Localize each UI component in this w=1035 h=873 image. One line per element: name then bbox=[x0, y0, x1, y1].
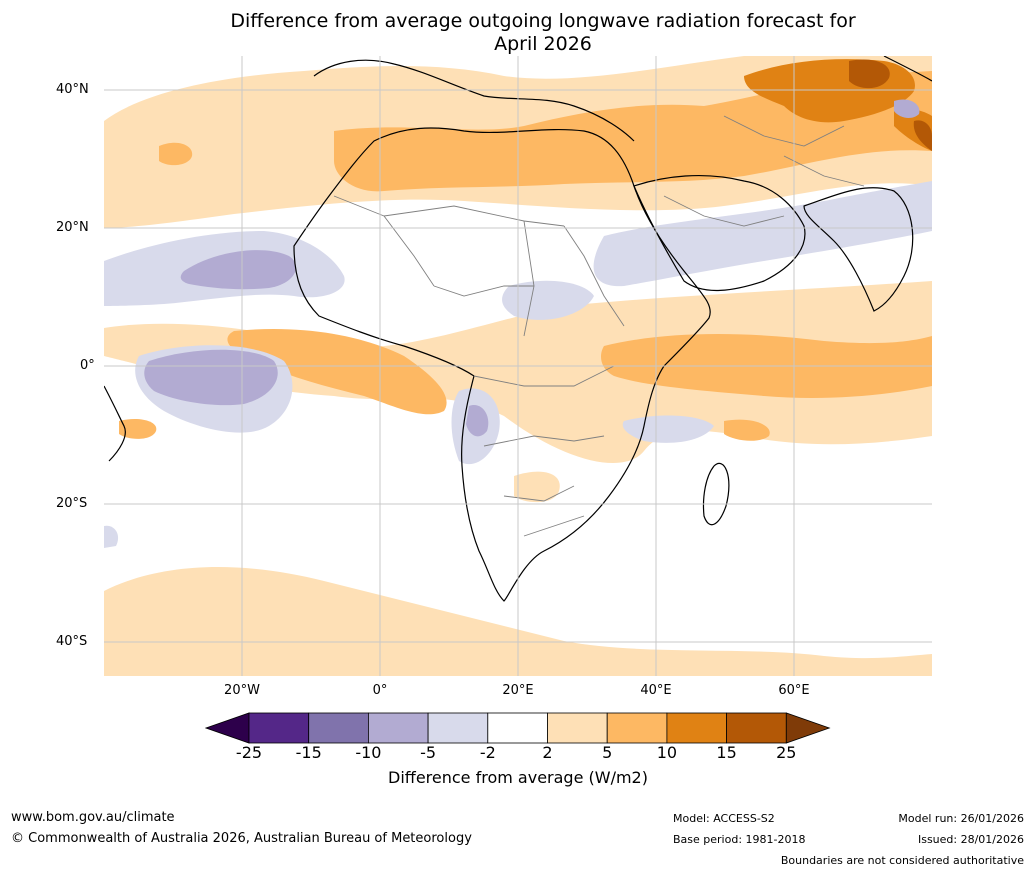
colorbar-max-extend bbox=[785, 712, 831, 744]
colorbar-segment bbox=[487, 712, 548, 744]
map-svg bbox=[104, 56, 932, 676]
colorbar-segment bbox=[367, 712, 429, 744]
lon-label-60e: 60°E bbox=[778, 683, 810, 698]
negative-anomaly-medium bbox=[144, 99, 920, 437]
graticule bbox=[104, 56, 932, 676]
colorbar-segment bbox=[726, 712, 787, 744]
colorbar-tick-label: -5 bbox=[420, 743, 437, 762]
colorbar-title: Difference from average (W/m2) bbox=[388, 768, 648, 787]
colorbar-segment bbox=[606, 712, 668, 744]
map-panel[interactable] bbox=[104, 56, 932, 676]
title-line-2: April 2026 bbox=[494, 33, 592, 55]
colorbar-segment bbox=[666, 712, 727, 744]
positive-anomaly-extreme bbox=[849, 59, 932, 151]
colorbar-segment bbox=[248, 712, 310, 744]
lat-label-20n: 20°N bbox=[56, 220, 89, 235]
lon-label-20e: 20°E bbox=[502, 683, 534, 698]
colorbar-min-extend bbox=[204, 712, 250, 744]
coastlines bbox=[104, 56, 932, 602]
lon-label-40e: 40°E bbox=[640, 683, 672, 698]
colorbar bbox=[204, 712, 831, 748]
footer-base-period: Base period: 1981-2018 bbox=[673, 833, 806, 846]
colorbar-tick-label: 5 bbox=[602, 743, 613, 762]
colorbar-segment bbox=[547, 712, 608, 744]
footer-disclaimer: Boundaries are not considered authoritat… bbox=[780, 854, 1024, 867]
colorbar-segment bbox=[427, 712, 489, 744]
title-line-1: Difference from average outgoing longwav… bbox=[230, 10, 856, 32]
lat-label-40n: 40°N bbox=[56, 82, 89, 97]
colorbar-tick-label: 25 bbox=[776, 743, 797, 762]
colorbar-segment bbox=[308, 712, 369, 744]
footer-model-run: Model run: 26/01/2026 bbox=[898, 812, 1024, 825]
colorbar-svg bbox=[204, 712, 831, 744]
colorbar-tick-label: 15 bbox=[716, 743, 737, 762]
lat-label-20s: 20°S bbox=[56, 496, 88, 511]
colorbar-tick-label: 10 bbox=[656, 743, 678, 762]
lat-label-40s: 40°S bbox=[56, 634, 88, 649]
colorbar-tick-label: -25 bbox=[235, 743, 263, 762]
lon-label-20w: 20°W bbox=[224, 683, 260, 698]
footer-model: Model: ACCESS-S2 bbox=[673, 812, 775, 825]
footer-issued: Issued: 28/01/2026 bbox=[917, 833, 1024, 846]
colorbar-tick-label: -15 bbox=[295, 743, 322, 762]
colorbar-tick-label: 2 bbox=[542, 743, 553, 762]
footer-copyright: © Commonwealth of Australia 2026, Austra… bbox=[11, 831, 472, 846]
country-borders bbox=[333, 115, 865, 537]
colorbar-tick-label: -10 bbox=[355, 743, 382, 762]
lat-label-0: 0° bbox=[80, 358, 95, 373]
footer-website[interactable]: www.bom.gov.au/climate bbox=[11, 810, 175, 825]
lon-label-0: 0° bbox=[372, 683, 388, 698]
map-title: Difference from average outgoing longwav… bbox=[100, 10, 986, 56]
colorbar-tick-label: -2 bbox=[479, 743, 496, 762]
